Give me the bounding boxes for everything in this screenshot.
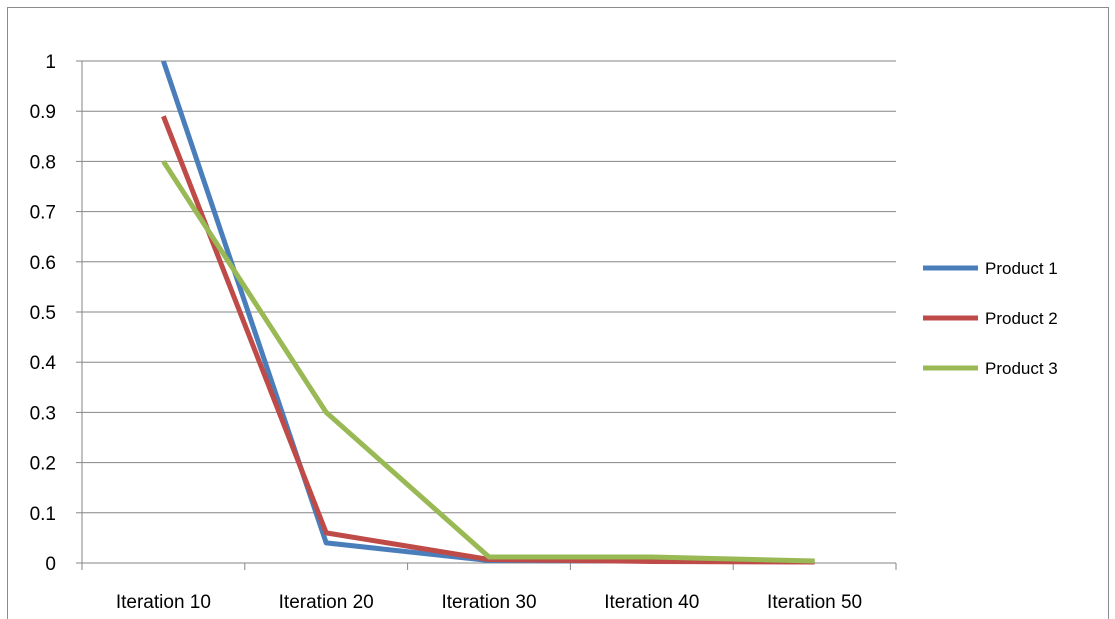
y-tick-label: 0: [45, 554, 56, 575]
y-tick-label: 0.9: [30, 102, 56, 123]
x-tick-label: Iteration 20: [279, 592, 374, 613]
series-line-3: [161, 160, 815, 564]
y-tick-label: 0.6: [30, 253, 56, 274]
y-tick-label: 0.7: [30, 203, 56, 224]
x-tick-label: Iteration 40: [604, 592, 699, 613]
legend-label: Product 3: [985, 359, 1058, 378]
x-tick-label: Iteration 10: [116, 592, 211, 613]
legend-label: Product 2: [985, 309, 1058, 328]
y-tick-label: 0.4: [30, 353, 57, 374]
legend: Product 1 Product 2 Product 3: [923, 259, 1058, 378]
series-lines: [161, 60, 815, 565]
y-tick-label: 0.2: [30, 454, 56, 475]
series-line-2: [161, 115, 815, 565]
legend-label: Product 1: [985, 259, 1058, 278]
y-tick-label: 0.8: [30, 152, 56, 173]
y-tick-label: 0.1: [30, 504, 56, 525]
x-tick-label: Iteration 50: [767, 592, 862, 613]
x-axis-ticks: Iteration 10 Iteration 20 Iteration 30 Iter…: [81, 563, 897, 613]
y-tick-label: 0.3: [30, 403, 56, 424]
y-axis-ticks: 0 0.1 0.2 0.3 0.4 0.5 0.6 0.7 0.8 0.9 1: [30, 52, 82, 575]
gridlines: [82, 60, 896, 514]
y-tick-label: 0.5: [30, 303, 56, 324]
x-tick-label: Iteration 30: [441, 592, 536, 613]
chart-area: [7, 7, 1109, 619]
y-tick-label: 1: [45, 52, 56, 73]
